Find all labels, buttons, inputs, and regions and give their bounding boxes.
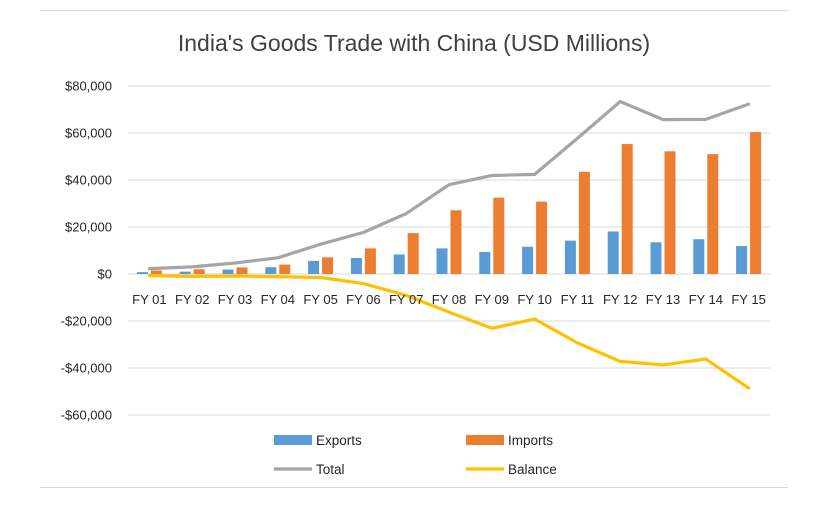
legend-label-imports: Imports [508,433,553,448]
x-tick-label: FY 14 [689,292,723,307]
y-tick-label: -$60,000 [61,408,112,423]
imports-bar [707,154,719,274]
y-tick-label: -$40,000 [61,361,112,376]
x-tick-label: FY 11 [561,292,594,307]
exports-bar [350,258,362,274]
exports-bar [522,246,534,274]
x-tick-label: FY 12 [603,292,637,307]
legend-swatch-exports [274,435,312,445]
exports-bar [136,272,148,274]
y-tick-label: $40,000 [65,173,112,188]
y-tick-label: $80,000 [65,79,112,94]
top-divider [40,10,788,11]
imports-bar [236,267,248,274]
x-tick-label: FY 01 [132,292,166,307]
imports-bar [193,269,205,274]
x-tick-label: FY 04 [261,292,295,307]
imports-bar [450,210,462,274]
imports-bar [150,270,162,274]
x-tick-label: FY 13 [646,292,680,307]
bottom-divider [40,487,788,488]
imports-bar [407,233,419,274]
imports-bar [750,132,762,274]
x-tick-label: FY 09 [475,292,509,307]
exports-bar [479,251,491,274]
exports-bar [607,231,619,274]
imports-bar [322,257,334,274]
exports-bar [265,267,277,274]
exports-bar [736,246,748,274]
total-line [147,99,751,271]
x-tick-label: FY 08 [432,292,466,307]
imports-bar [493,197,505,274]
legend-label-exports: Exports [316,433,362,448]
imports-bar [664,151,676,274]
exports-bar [693,239,705,274]
x-tick-label: FY 02 [175,292,209,307]
y-tick-label: $60,000 [65,126,112,141]
x-tick-label: FY 07 [389,292,423,307]
chart-title: India's Goods Trade with China (USD Mill… [177,30,651,56]
x-tick-label: FY 05 [303,292,337,307]
exports-bar [564,240,576,274]
imports-bar [578,171,590,274]
imports-bar [536,201,548,274]
legend-label-balance: Balance [508,462,557,477]
legend-label-total: Total [316,462,345,477]
exports-bar [393,254,405,274]
x-tick-label: FY 06 [346,292,380,307]
imports-bar [621,144,633,274]
exports-bar [650,242,662,274]
x-tick-label: FY 15 [731,292,765,307]
y-tick-label: -$20,000 [61,314,112,329]
exports-bar [436,248,448,274]
legend-swatch-imports [466,435,504,445]
x-tick-label: FY 10 [517,292,551,307]
balance-line [147,274,751,390]
x-tick-label: FY 03 [218,292,252,307]
exports-bar [179,271,191,274]
y-tick-label: $0 [98,267,112,282]
imports-bar [364,248,376,274]
imports-bar [279,264,291,274]
exports-bar [308,260,320,274]
exports-bar [222,269,234,274]
y-tick-label: $20,000 [65,220,112,235]
